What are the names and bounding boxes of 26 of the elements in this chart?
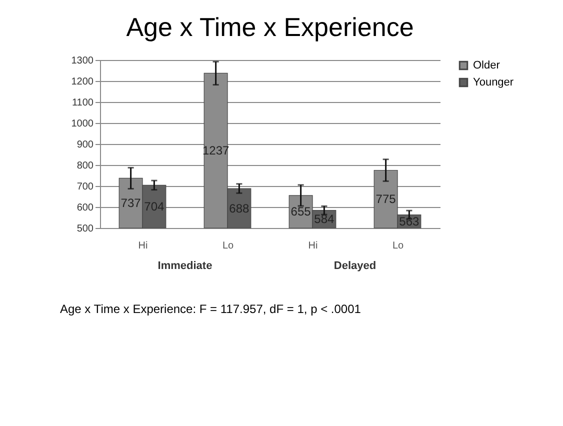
x-tick-label: Hi — [138, 240, 148, 252]
y-tick-label: 1300 — [71, 56, 94, 66]
y-tick-label: 800 — [76, 160, 94, 172]
x-tick-label: Lo — [392, 240, 404, 252]
data-label: 584 — [314, 212, 335, 226]
y-tick-label: 1100 — [72, 98, 94, 108]
data-label: 704 — [144, 200, 165, 214]
text: Delayed — [334, 260, 376, 272]
y-tick-label: 1200 — [71, 76, 94, 88]
legend-label: Younger — [473, 76, 514, 88]
data-label: 688 — [229, 201, 250, 216]
data-label: 563 — [399, 214, 420, 228]
data-label: 775 — [376, 192, 396, 206]
legend-label: Older — [473, 60, 500, 72]
x-tick-label: Lo — [222, 240, 234, 252]
y-tick-label: 1000 — [71, 118, 94, 130]
data-label: 655 — [290, 204, 312, 219]
y-tick-label: 900 — [76, 140, 94, 150]
data-label: 737 — [120, 196, 142, 210]
x-tick-label: Hi — [308, 240, 318, 252]
chart-title: Age x Time x Experience — [126, 12, 414, 42]
y-tick-label: 700 — [76, 182, 94, 192]
text: Age x Time x Experience: F = 117.957, dF = 1, p < .0001 — [60, 302, 362, 316]
y-tick-label: 500 — [76, 224, 94, 234]
text: Immediate — [158, 260, 212, 272]
y-tick-label: 600 — [76, 202, 94, 214]
